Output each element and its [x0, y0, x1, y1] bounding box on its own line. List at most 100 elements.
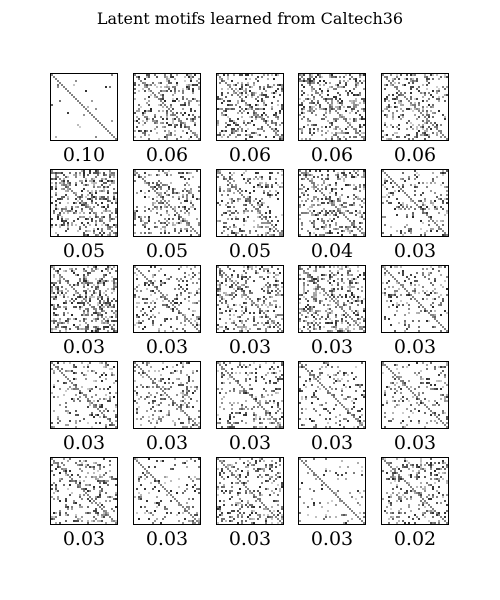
matrix-cell: [65, 218, 67, 220]
matrix-cell: [101, 282, 103, 284]
matrix-cell: [271, 296, 273, 298]
diagonal-mark: [327, 198, 329, 200]
matrix-cell: [144, 112, 146, 114]
matrix-cell: [261, 198, 263, 200]
matrix-cell: [359, 102, 361, 104]
matrix-cell: [253, 280, 255, 282]
matrix-cell: [71, 222, 73, 224]
matrix-cell: [164, 76, 166, 78]
matrix-cell: [329, 308, 331, 310]
matrix-cell: [233, 304, 235, 306]
matrix-cell: [319, 372, 321, 374]
matrix-cell: [146, 74, 148, 76]
matrix-cell: [353, 104, 355, 106]
matrix-cell: [241, 320, 243, 322]
matrix-cell: [144, 216, 146, 218]
matrix-cell: [140, 232, 142, 234]
motif-panel: [216, 73, 284, 141]
matrix-cell: [337, 366, 339, 368]
matrix-cell: [255, 426, 257, 428]
matrix-cell: [164, 382, 166, 384]
diagonal-mark: [331, 202, 333, 204]
matrix-cell: [313, 278, 315, 280]
matrix-cell: [134, 370, 136, 372]
matrix-cell: [313, 132, 315, 134]
matrix-cell: [105, 302, 107, 304]
matrix-cell: [85, 180, 87, 182]
matrix-cell: [269, 286, 271, 288]
matrix-cell: [182, 362, 184, 364]
matrix-cell: [186, 220, 188, 222]
matrix-cell: [355, 104, 357, 106]
matrix-cell: [105, 394, 107, 396]
matrix-cell: [351, 76, 353, 78]
matrix-cell: [404, 180, 406, 182]
matrix-cell: [91, 320, 93, 322]
matrix-cell: [245, 272, 247, 274]
diagonal-mark: [91, 402, 93, 404]
matrix-cell: [113, 180, 115, 182]
matrix-cell: [105, 178, 107, 180]
matrix-cell: [351, 302, 353, 304]
matrix-cell: [331, 322, 333, 324]
diagonal-mark: [67, 186, 69, 188]
matrix-cell: [152, 186, 154, 188]
matrix-cell: [319, 266, 321, 268]
matrix-cell: [168, 88, 170, 90]
matrix-cell: [87, 266, 89, 268]
motif-matrix: [51, 170, 117, 236]
matrix-cell: [166, 80, 168, 82]
matrix-cell: [152, 300, 154, 302]
matrix-cell: [317, 324, 319, 326]
matrix-cell: [176, 222, 178, 224]
diagonal-mark: [430, 314, 432, 316]
matrix-cell: [432, 112, 434, 114]
matrix-cell: [329, 318, 331, 320]
matrix-cell: [239, 320, 241, 322]
matrix-cell: [251, 132, 253, 134]
matrix-cell: [323, 234, 325, 236]
matrix-cell: [243, 276, 245, 278]
matrix-cell: [73, 378, 75, 380]
matrix-cell: [229, 100, 231, 102]
matrix-cell: [75, 366, 77, 368]
matrix-cell: [273, 234, 275, 236]
matrix-cell: [432, 106, 434, 108]
matrix-cell: [229, 172, 231, 174]
diagonal-mark: [430, 122, 432, 124]
diagonal-mark: [63, 278, 65, 280]
matrix-cell: [313, 182, 315, 184]
matrix-cell: [265, 182, 267, 184]
matrix-cell: [410, 104, 412, 106]
matrix-cell: [345, 398, 347, 400]
diagonal-mark: [83, 202, 85, 204]
matrix-cell: [83, 314, 85, 316]
matrix-cell: [363, 188, 365, 190]
matrix-cell: [255, 418, 257, 420]
matrix-cell: [438, 228, 440, 230]
matrix-cell: [160, 380, 162, 382]
diagonal-mark: [113, 232, 115, 234]
matrix-cell: [319, 374, 321, 376]
matrix-cell: [245, 84, 247, 86]
matrix-cell: [279, 234, 281, 236]
matrix-cell: [313, 96, 315, 98]
matrix-cell: [184, 272, 186, 274]
matrix-cell: [327, 174, 329, 176]
matrix-cell: [111, 368, 113, 370]
matrix-cell: [186, 194, 188, 196]
matrix-cell: [341, 86, 343, 88]
matrix-cell: [178, 172, 180, 174]
diagonal-mark: [107, 322, 109, 324]
diagonal-mark: [404, 192, 406, 194]
diagonal-mark: [227, 84, 229, 86]
matrix-cell: [233, 212, 235, 214]
matrix-cell: [198, 104, 200, 106]
matrix-cell: [299, 114, 301, 116]
matrix-cell: [355, 234, 357, 236]
matrix-cell: [386, 282, 388, 284]
matrix-cell: [309, 98, 311, 100]
matrix-cell: [424, 76, 426, 78]
diagonal-mark: [194, 422, 196, 424]
